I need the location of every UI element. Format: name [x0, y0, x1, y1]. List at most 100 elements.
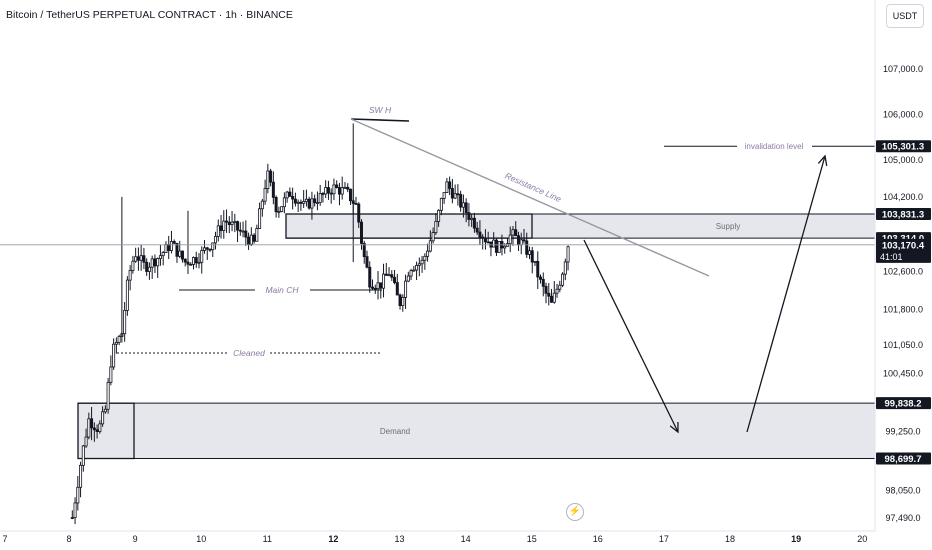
candle: [456, 193, 460, 196]
price-tick-label: 105,000.0: [883, 155, 923, 165]
candle: [401, 297, 405, 307]
zone-label: Demand: [380, 427, 410, 436]
candle: [153, 258, 157, 267]
candle: [472, 217, 476, 229]
candle: [112, 343, 116, 368]
candle: [450, 188, 454, 199]
candle: [368, 266, 372, 288]
lightning-icon[interactable]: ⚡: [566, 503, 584, 521]
candle: [442, 192, 446, 199]
candle: [332, 184, 336, 195]
candle: [241, 230, 245, 233]
candle: [348, 188, 352, 202]
candle: [73, 502, 77, 519]
candle: [142, 255, 146, 263]
candle: [459, 193, 463, 208]
candle: [494, 239, 498, 253]
resistance-line: [350, 118, 710, 277]
candle: [359, 221, 363, 244]
candle: [299, 201, 303, 204]
projection-arrow-up: [746, 155, 826, 433]
time-tick-label: 10: [196, 534, 206, 544]
candle: [478, 231, 482, 238]
candle: [558, 284, 562, 290]
candle: [409, 270, 413, 277]
candle: [445, 181, 449, 193]
candle: [76, 486, 80, 504]
candle: [428, 240, 432, 252]
candle: [547, 292, 551, 297]
price-axis: 107,000.0 106,000.0 105,000.0 104,200.0 102,…: [874, 0, 931, 531]
candle: [172, 241, 176, 244]
candle: [293, 198, 297, 204]
candle: [263, 188, 267, 202]
candle: [271, 181, 275, 198]
projection-arrow-down: [583, 239, 679, 433]
candle: [92, 427, 96, 431]
candle: [304, 198, 308, 202]
chart-title: Bitcoin / TetherUS PERPETUAL CONTRACT · …: [6, 9, 293, 21]
candle: [467, 212, 471, 220]
candle: [522, 239, 526, 242]
candle: [249, 234, 253, 245]
time-axis: 7 8 9 10 11 12 13 14 15 16 17 18 19 20: [0, 530, 875, 544]
currency-button[interactable]: USDT: [886, 4, 924, 28]
candle: [178, 250, 182, 257]
candle: [197, 261, 201, 264]
candle: [514, 229, 518, 237]
candle: [266, 170, 270, 189]
time-tick-label: 20: [857, 534, 867, 544]
candle: [180, 250, 184, 260]
candle: [387, 274, 391, 277]
candle: [95, 429, 99, 432]
candle: [486, 241, 490, 244]
candle: [563, 261, 567, 275]
candle: [525, 240, 529, 255]
candle: [103, 408, 107, 413]
candle: [136, 256, 140, 261]
candle: [244, 230, 248, 238]
candle: [404, 280, 408, 298]
candle: [205, 247, 209, 250]
candle: [150, 258, 154, 268]
time-tick-label: 17: [659, 534, 669, 544]
candle: [390, 274, 394, 278]
candle: [371, 286, 375, 289]
candle: [238, 229, 242, 232]
candle: [307, 198, 311, 209]
candle: [200, 250, 204, 263]
price-tag-label: 103,831.3: [882, 210, 924, 221]
candle: [533, 260, 537, 263]
candle: [313, 198, 317, 204]
candle: [324, 187, 328, 195]
candle: [539, 276, 543, 280]
candle: [169, 241, 173, 251]
candle: [318, 193, 322, 203]
price-tag-label: 99,838.2: [885, 399, 922, 410]
price-tick-label: 106,000.0: [883, 109, 923, 119]
candle: [511, 229, 515, 236]
candle: [453, 193, 457, 199]
time-tick-label: 16: [593, 534, 603, 544]
candle: [321, 193, 325, 195]
candle: [277, 211, 281, 213]
price-tick-label: 102,600.0: [883, 267, 923, 277]
candle: [426, 250, 430, 257]
candle: [225, 220, 229, 223]
projection-arrow-up-head: [817, 154, 828, 166]
zone-label: Supply: [716, 222, 740, 231]
candle: [131, 260, 135, 271]
candle: [566, 246, 570, 263]
candle: [145, 261, 149, 272]
price-tick-label: 104,200.0: [883, 192, 923, 202]
candle: [70, 517, 74, 519]
time-tick-label: 19: [791, 534, 801, 544]
candle: [393, 276, 397, 283]
candle: [541, 278, 545, 287]
annotation-invalidation-level: invalidation level: [745, 142, 804, 151]
candle: [544, 285, 548, 294]
candle: [395, 282, 399, 296]
candle: [302, 201, 306, 204]
candle: [420, 259, 424, 265]
